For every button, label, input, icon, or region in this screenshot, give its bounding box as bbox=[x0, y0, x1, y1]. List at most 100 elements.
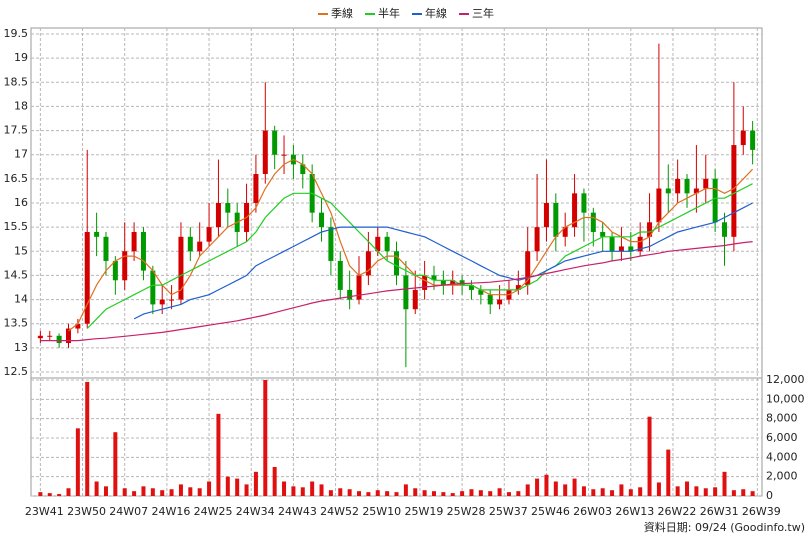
volume-bar bbox=[722, 471, 727, 496]
x-tick-label: 26W22 bbox=[658, 505, 697, 518]
volume-bar bbox=[553, 481, 558, 496]
candle-body bbox=[468, 285, 474, 290]
volume-bar bbox=[103, 486, 108, 496]
candle-body bbox=[300, 164, 306, 175]
candle-body bbox=[178, 236, 184, 300]
volume-bar bbox=[675, 486, 680, 496]
candle-body bbox=[319, 212, 325, 228]
candle-body bbox=[450, 280, 456, 286]
volume-bar bbox=[535, 478, 540, 496]
x-tick-label: 25W10 bbox=[362, 505, 401, 518]
volume-bar bbox=[94, 481, 99, 496]
volume-bar bbox=[403, 484, 408, 496]
candle-body bbox=[543, 203, 549, 228]
volume-bar bbox=[497, 488, 502, 496]
volume-bar bbox=[413, 488, 418, 496]
candle-body bbox=[47, 335, 53, 337]
y-tick-label: 15 bbox=[14, 244, 28, 257]
volume-bar bbox=[385, 491, 390, 496]
candle-body bbox=[412, 289, 418, 310]
y-tick-label: 18.5 bbox=[4, 75, 29, 88]
candle-body bbox=[206, 227, 212, 242]
ma-line bbox=[68, 158, 754, 332]
candle-body bbox=[422, 275, 428, 290]
candle-body bbox=[675, 178, 681, 194]
candle-body bbox=[225, 203, 231, 213]
candle-body bbox=[581, 193, 587, 213]
volume-bar bbox=[235, 478, 240, 496]
candle-body bbox=[272, 130, 278, 155]
candle-body bbox=[590, 212, 596, 232]
candle-body bbox=[600, 231, 606, 237]
candle-body bbox=[609, 236, 615, 252]
volume-bar bbox=[338, 488, 343, 496]
y-tick-label: 14.5 bbox=[4, 268, 29, 281]
candle-body bbox=[337, 260, 343, 290]
volume-bar bbox=[225, 476, 230, 496]
candle-body bbox=[684, 178, 690, 194]
volume-bar bbox=[563, 484, 568, 496]
volume-bar bbox=[394, 492, 399, 496]
ma-line bbox=[86, 183, 753, 329]
legend-label: 三年 bbox=[472, 6, 494, 20]
volume-bar bbox=[141, 486, 146, 496]
volume-bar bbox=[85, 381, 90, 496]
volume-bar bbox=[47, 493, 52, 496]
volume-bar bbox=[66, 488, 71, 496]
volume-bar bbox=[450, 493, 455, 496]
volume-bar bbox=[263, 380, 268, 496]
volume-bar bbox=[460, 491, 465, 496]
candle-body bbox=[637, 236, 643, 252]
y2-tick-label: 12,000 bbox=[766, 373, 805, 386]
y-tick-label: 13.5 bbox=[4, 317, 29, 330]
candle-body bbox=[515, 285, 521, 290]
candle-body bbox=[140, 231, 146, 271]
volume-bar bbox=[188, 487, 193, 496]
legend-label: 半年 bbox=[378, 6, 400, 20]
candle-body bbox=[75, 323, 81, 329]
candle-body bbox=[487, 294, 493, 305]
candle-body bbox=[693, 188, 699, 194]
volume-bar bbox=[366, 492, 371, 496]
x-tick-label: 24W07 bbox=[109, 505, 148, 518]
volume-bar bbox=[207, 481, 212, 496]
candle-body bbox=[562, 227, 568, 237]
volume-bar bbox=[357, 491, 362, 496]
candle-body bbox=[187, 236, 193, 252]
volume-bar bbox=[113, 432, 118, 496]
candle-body bbox=[37, 335, 43, 339]
volume-bar bbox=[572, 478, 577, 496]
volume-bar bbox=[666, 449, 671, 496]
candle-body bbox=[65, 328, 71, 344]
volume-bar bbox=[516, 491, 521, 496]
volume-bar bbox=[731, 490, 736, 496]
x-tick-label: 23W50 bbox=[67, 505, 106, 518]
candle-body bbox=[384, 236, 390, 252]
volume-bar bbox=[422, 490, 427, 496]
candle-body bbox=[281, 154, 287, 156]
volume-bar bbox=[610, 490, 615, 496]
volume-bar bbox=[282, 481, 287, 496]
volume-bar bbox=[656, 482, 661, 496]
legend-label: 季線 bbox=[331, 6, 353, 20]
candle-body bbox=[431, 275, 437, 281]
y2-tick-label: 6,000 bbox=[766, 431, 798, 444]
candle-body bbox=[84, 231, 90, 324]
volume-bar bbox=[591, 489, 596, 496]
x-tick-label: 24W25 bbox=[194, 505, 233, 518]
volume-bar bbox=[750, 491, 755, 496]
x-tick-label: 25W19 bbox=[404, 505, 443, 518]
volume-bar bbox=[713, 487, 718, 496]
candle-body bbox=[56, 335, 62, 344]
volume-bar bbox=[488, 491, 493, 496]
volume-bar bbox=[122, 488, 127, 496]
candle-body bbox=[365, 251, 371, 276]
volume-bar bbox=[619, 484, 624, 496]
candle-body bbox=[478, 289, 484, 295]
volume-bar bbox=[150, 488, 155, 496]
candle-body bbox=[459, 280, 465, 286]
volume-bar bbox=[178, 484, 183, 496]
volume-bar bbox=[469, 489, 474, 496]
x-tick-label: 25W28 bbox=[447, 505, 486, 518]
volume-bar bbox=[132, 491, 137, 496]
